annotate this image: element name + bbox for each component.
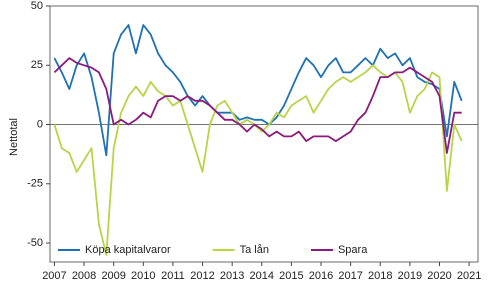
x-tick-label: 2013 xyxy=(220,270,244,282)
y-tick-label: 25 xyxy=(31,59,43,71)
x-tick-label: 2016 xyxy=(309,270,333,282)
series-line xyxy=(53,64,463,256)
y-axis-title: Nettotal xyxy=(8,118,20,156)
y-tick-label: 0 xyxy=(37,118,43,130)
series-line xyxy=(53,24,463,157)
legend-label: Spara xyxy=(338,244,368,256)
x-tick-label: 2010 xyxy=(131,270,155,282)
legend-label: Köpa kapitalvaror xyxy=(85,244,171,256)
x-tick-label: 2011 xyxy=(161,270,185,282)
y-tick-label: -50 xyxy=(27,237,43,249)
x-tick-label: 2020 xyxy=(427,270,451,282)
x-tick-label: 2021 xyxy=(457,270,481,282)
x-tick-label: 2018 xyxy=(368,270,392,282)
y-tick-label: 50 xyxy=(31,0,43,12)
legend-label: Ta lån xyxy=(240,244,269,256)
x-tick-label: 2019 xyxy=(398,270,422,282)
x-tick-label: 2012 xyxy=(190,270,214,282)
x-tick-label: 2008 xyxy=(72,270,96,282)
series-line xyxy=(53,57,462,154)
x-tick-label: 2014 xyxy=(250,270,274,282)
x-tick-label: 2007 xyxy=(42,270,66,282)
y-tick-label: -25 xyxy=(27,178,43,190)
plot-frame xyxy=(49,5,479,263)
x-tick-label: 2009 xyxy=(101,270,125,282)
x-tick-label: 2017 xyxy=(338,270,362,282)
x-tick-label: 2015 xyxy=(279,270,303,282)
